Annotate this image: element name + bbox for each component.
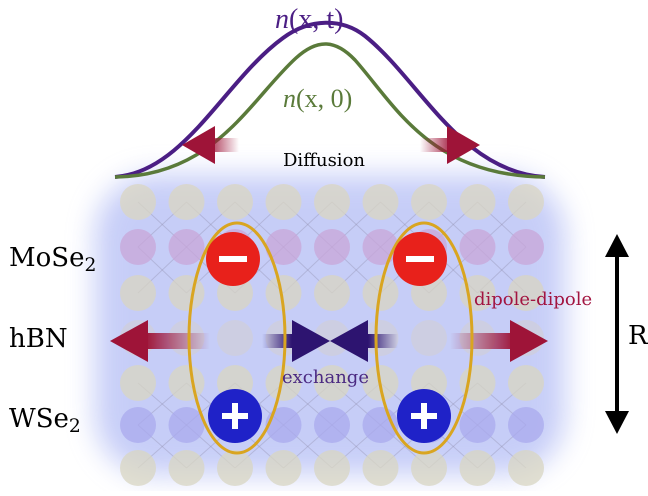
lattice-atom: [459, 450, 496, 486]
exciton-ellipse-right: [374, 221, 474, 455]
label-diffusion: Diffusion: [283, 150, 365, 171]
lattice-atom: [314, 365, 350, 401]
diffusion-arrow-left-icon: [182, 126, 239, 164]
lattice-atom: [265, 229, 302, 265]
lattice-atom: [508, 229, 544, 265]
lattice-atom: [508, 365, 544, 401]
lattice-atom: [120, 365, 156, 401]
hole-left-plus-circle-icon: [208, 389, 262, 443]
label-dipole-dipole: dipole-dipole: [474, 289, 593, 310]
lattice-atom: [362, 184, 399, 220]
lattice-atom: [508, 275, 544, 311]
lattice-atom: [314, 229, 350, 265]
lattice-atom: [168, 365, 205, 401]
label-n-xt: n(x, t): [275, 4, 344, 35]
electron-left-minus-circle-icon: [206, 232, 260, 286]
lattice-atom: [120, 407, 156, 443]
lattice-atom: [314, 184, 350, 220]
lattice-atom: [168, 184, 205, 220]
lattice-atom: [120, 184, 156, 220]
label-layer-top: MoSe2: [9, 243, 97, 277]
lattice-atom: [168, 229, 205, 265]
exciton-ellipse-left: [187, 221, 287, 455]
lattice-atom: [265, 450, 302, 486]
lattice-atom: [314, 275, 350, 311]
electron-right-minus-circle-icon: [393, 232, 447, 286]
lattice-atom: [217, 320, 253, 356]
dipole-arrow-left-icon: [110, 320, 210, 362]
distance-vertical-double-arrow-icon: [605, 234, 629, 434]
lattice-atom: [168, 450, 205, 486]
label-layer-bottom: WSe2: [9, 404, 81, 438]
label-exchange: exchange: [282, 367, 369, 388]
lattice-atom: [508, 450, 544, 486]
lattice-atom: [362, 450, 399, 486]
lattice-atom: [217, 184, 253, 220]
lattice-atom: [168, 407, 205, 443]
lattice-atom: [459, 407, 496, 443]
lattice-atom: [459, 229, 496, 265]
lattice-atom: [411, 450, 447, 486]
lattice-atom: [314, 407, 350, 443]
lattice-atom: [411, 184, 447, 220]
lattice-atom: [120, 229, 156, 265]
label-distance-r: R: [628, 321, 648, 351]
hole-right-plus-circle-icon: [397, 389, 451, 443]
lattice-atom: [265, 407, 302, 443]
lattice-atom: [265, 365, 302, 401]
label-layer-mid: hBN: [9, 324, 68, 354]
lattice-atom: [459, 184, 496, 220]
lattice-atom: [120, 275, 156, 311]
diffusion-arrow-right-icon: [420, 126, 480, 164]
lattice-atom: [168, 275, 205, 311]
lattice-atom: [314, 450, 350, 486]
lattice-atom: [508, 407, 544, 443]
lattice-atom: [265, 275, 302, 311]
lattice-atom: [411, 320, 447, 356]
lattice-atom: [120, 450, 156, 486]
lattice-atom: [265, 184, 302, 220]
dipole-arrow-right-icon: [450, 320, 548, 362]
label-n-x0: n(x, 0): [283, 84, 353, 113]
lattice-atom: [508, 184, 544, 220]
lattice-atom: [217, 450, 253, 486]
